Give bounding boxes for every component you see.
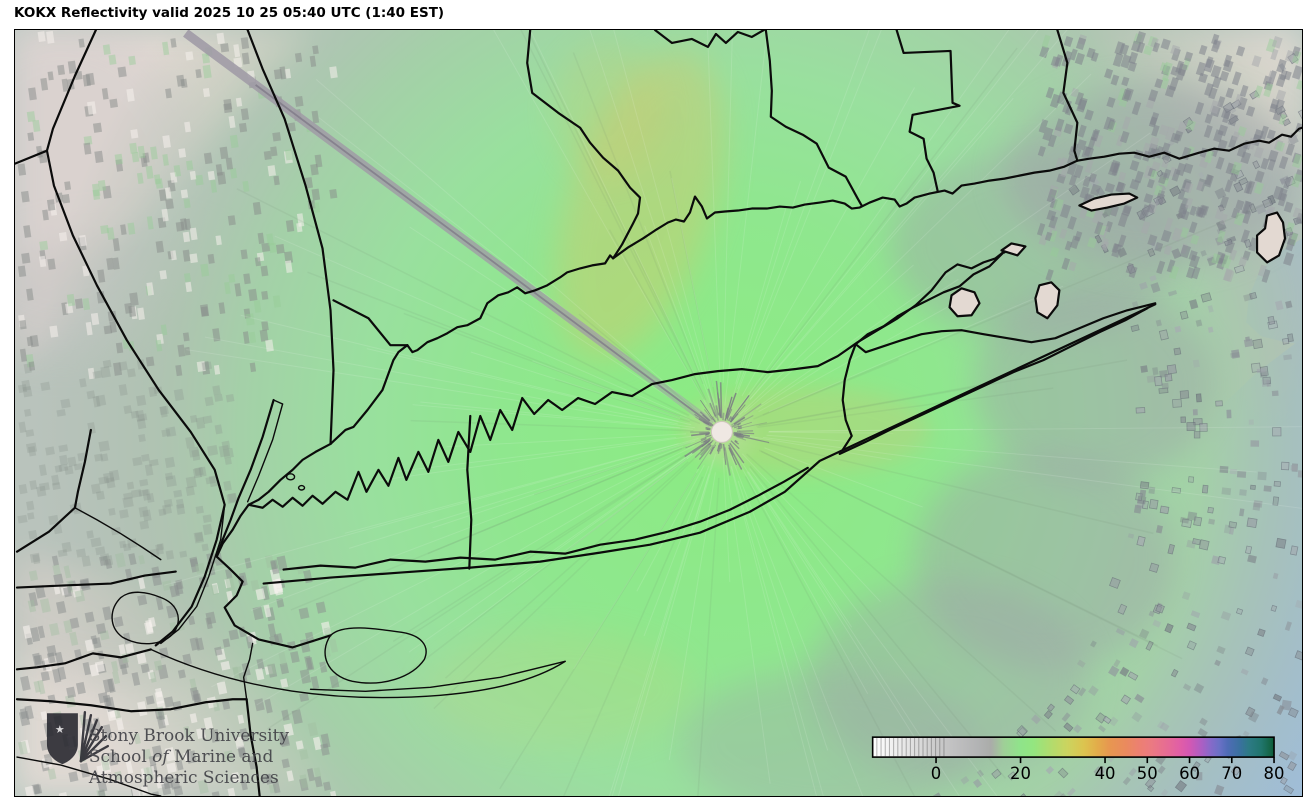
stony-brook-logo: ★ Stony Brook University School of Marin… xyxy=(46,711,290,787)
block-island xyxy=(1255,211,1287,264)
county-line-newlondon-east xyxy=(1056,30,1079,162)
radar-site-icon xyxy=(684,380,770,476)
radar-map-canvas: 0 20 40 50 60 70 80 ★ Stony Brook University S… xyxy=(15,30,1302,796)
radial-spoke-texture xyxy=(164,30,1302,796)
east-river xyxy=(215,503,250,558)
colorbar-tick-label: 60 xyxy=(1179,764,1200,783)
colorbar: 0 20 40 50 60 70 80 xyxy=(871,736,1285,783)
logo-text-line1: Stony Brook University xyxy=(89,725,290,745)
manhattan-east xyxy=(246,403,284,503)
logo-shield-star: ★ xyxy=(55,723,65,736)
nj-county-line-3 xyxy=(74,507,162,561)
county-line-middlesex-newlondon xyxy=(895,30,961,192)
rockaway-channel xyxy=(150,648,566,699)
county-line-litchfield xyxy=(653,30,765,49)
ny-ct-border xyxy=(246,30,335,446)
boundary-lines xyxy=(15,30,1302,796)
li-mainland-south-shore xyxy=(282,466,809,571)
harlem-river xyxy=(272,399,284,405)
shelter-island xyxy=(948,287,981,318)
logo-text-line3: Atmospheric Sciences xyxy=(88,767,279,787)
ny-nj-border xyxy=(15,149,49,165)
nj-county-line-2 xyxy=(15,570,177,589)
raritan-bay-shore xyxy=(15,648,152,671)
rockaway-spit xyxy=(309,660,566,692)
nj-county-line-1 xyxy=(15,428,92,553)
north-fork-bay-side xyxy=(896,251,1005,318)
colorbar-striations xyxy=(876,737,945,757)
colorbar-tick-label: 0 xyxy=(931,764,941,783)
gardiners-island xyxy=(1034,281,1061,320)
jamaica-bay xyxy=(324,627,427,684)
figure-title: KOKX Reflectivity valid 2025 10 25 05:40… xyxy=(14,5,445,21)
colorbar-tick-label: 80 xyxy=(1264,764,1285,783)
plum-island xyxy=(1000,242,1027,257)
south-fork-bay-side xyxy=(838,307,1149,455)
sound-islet-2 xyxy=(297,484,306,491)
hudson-river-bank xyxy=(160,504,226,645)
logo-rays-icon xyxy=(79,711,110,763)
colorbar-tick-label: 50 xyxy=(1137,764,1158,783)
raritan-south-shore xyxy=(15,698,248,713)
bronx-sound-shore xyxy=(247,442,332,506)
county-line-newhaven-middlesex xyxy=(764,30,863,207)
peconic-riverhead xyxy=(841,343,857,452)
logo-shield-icon xyxy=(46,713,78,765)
interference-spoke-icon xyxy=(183,30,720,431)
county-line-westchester xyxy=(332,299,409,347)
colorbar-gradient xyxy=(871,736,1275,758)
logo-text-line2: School of Marine and xyxy=(89,746,274,766)
nj-county-line-4 xyxy=(16,756,162,796)
manhattan-west xyxy=(215,398,275,558)
hudson-river-line xyxy=(45,30,226,647)
colorbar-ticks: 0 20 40 50 60 70 80 xyxy=(931,757,1285,783)
sound-islet xyxy=(285,473,296,481)
county-line-fairfield-newhaven xyxy=(526,30,642,260)
colorbar-tick-label: 70 xyxy=(1221,764,1242,783)
map-frame: 0 20 40 50 60 70 80 ★ Stony Brook University S… xyxy=(14,29,1303,797)
nassau-suffolk-line xyxy=(466,414,473,570)
fishers-island xyxy=(1078,192,1139,212)
colorbar-tick-label: 40 xyxy=(1095,764,1116,783)
ct-ri-coastline xyxy=(329,126,1302,446)
nj-ocean-coast xyxy=(245,698,261,796)
sandy-hook xyxy=(242,642,254,700)
li-ocean-beach xyxy=(262,303,1157,585)
staten-island xyxy=(111,591,179,645)
brooklyn-shore xyxy=(215,555,332,649)
colorbar-tick-label: 20 xyxy=(1010,764,1031,783)
